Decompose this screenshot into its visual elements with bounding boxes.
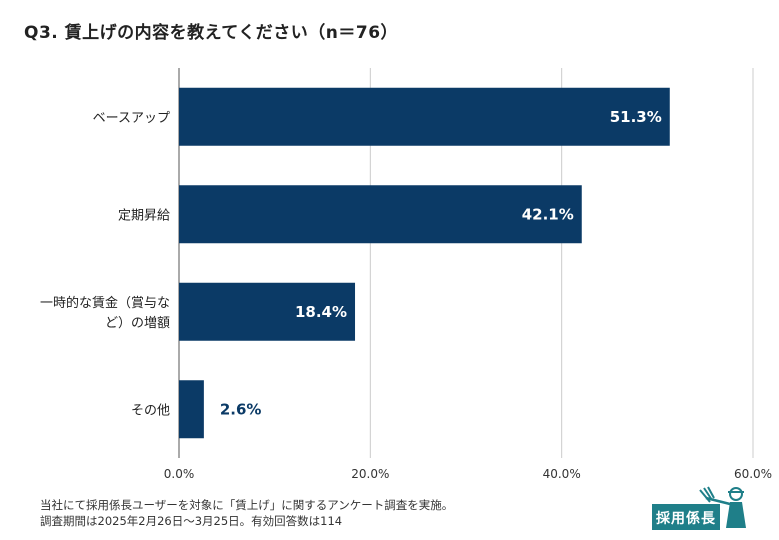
footnote: 当社にて採用係長ユーザーを対象に「賃上げ」に関するアンケート調査を実施。 調査期… xyxy=(40,497,453,529)
data-label: 2.6% xyxy=(220,400,262,418)
x-tick-label: 0.0% xyxy=(164,467,195,481)
x-tick-label: 60.0% xyxy=(734,467,772,481)
brand-logo: 採用係長 xyxy=(652,484,754,530)
bar xyxy=(179,87,670,146)
bar xyxy=(179,282,356,341)
category-label: その他 xyxy=(131,403,170,418)
footnote-line-1: 当社にて採用係長ユーザーを対象に「賃上げ」に関するアンケート調査を実施。 xyxy=(40,498,454,512)
x-tick-label: 20.0% xyxy=(351,467,389,481)
category-label: ど）の増額 xyxy=(105,316,170,331)
bar xyxy=(179,185,582,244)
bar xyxy=(179,380,204,439)
chart-title: Q3. 賃上げの内容を教えてください（n＝76） xyxy=(24,23,399,43)
data-label: 42.1% xyxy=(522,205,574,223)
footnote-line-2: 調査期間は2025年2月26日〜3月25日。有効回答数は114 xyxy=(40,514,343,528)
data-label: 51.3% xyxy=(610,108,662,126)
logo-badge xyxy=(652,504,720,530)
logo-text: 採用係長 xyxy=(656,511,716,527)
bar-chart: 51.3% 42.1% 18.4% 2.6% ベースアップ定期昇給一時的な賃金（賞与な… xyxy=(40,68,772,481)
bars: 51.3% 42.1% 18.4% 2.6% xyxy=(179,87,670,439)
category-label: ベースアップ xyxy=(93,111,170,126)
category-label: 定期昇給 xyxy=(118,208,170,223)
category-label: 一時的な賃金（賞与な xyxy=(40,295,170,311)
x-tick-label: 40.0% xyxy=(543,467,581,481)
data-label: 18.4% xyxy=(295,303,347,321)
x-tick-labels: 0.0% 20.0% 40.0% 60.0% xyxy=(164,467,772,481)
mascot-icon xyxy=(699,486,746,528)
